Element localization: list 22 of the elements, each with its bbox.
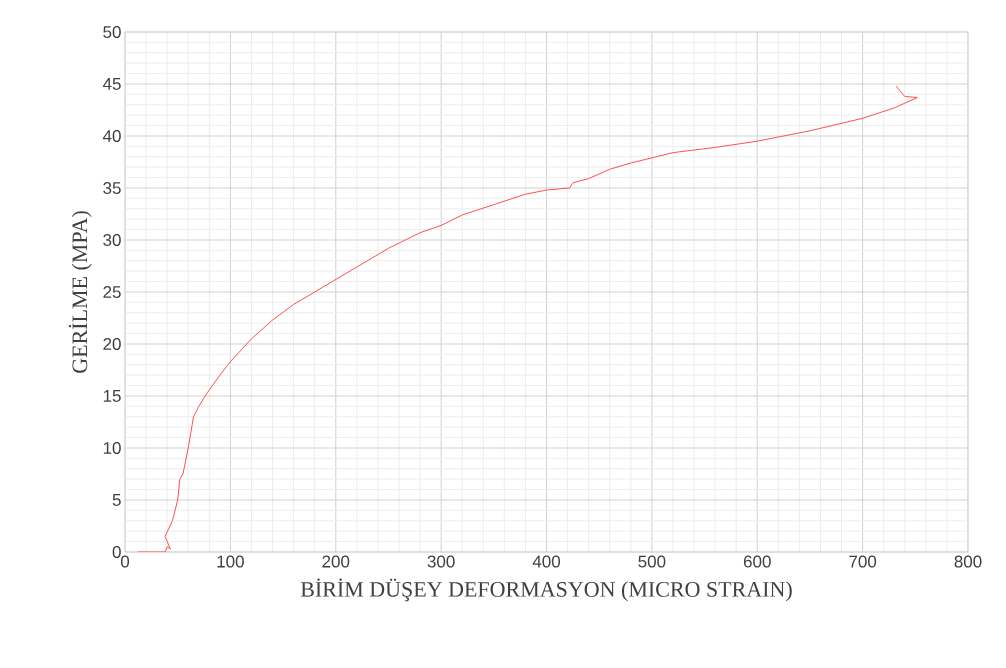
y-tick-label: 25 (103, 285, 121, 299)
x-tick-label: 200 (322, 555, 350, 568)
y-tick-label: 50 (103, 25, 121, 39)
x-tick-label: 100 (217, 555, 244, 568)
x-axis-title: BİRİM DÜŞEY DEFORMASYON (MICRO STRAIN) (300, 578, 792, 602)
y-tick-label: 0 (112, 545, 121, 559)
x-tick-label: 400 (532, 555, 561, 568)
y-tick-label: 35 (103, 181, 121, 195)
y-axis-title: GERİLME (MPA) (68, 211, 92, 373)
x-tick-label: 800 (954, 555, 982, 568)
y-tick-label: 5 (112, 494, 121, 506)
y-tick-label: 40 (102, 129, 121, 143)
x-tick-label: 300 (427, 555, 455, 568)
x-tick-label: 500 (638, 555, 666, 568)
x-tick-label: 700 (849, 555, 877, 568)
x-tick-label: 600 (743, 555, 771, 568)
y-tick-label: 30 (103, 233, 121, 247)
y-tick-label: 20 (103, 337, 121, 351)
y-tick-label: 15 (103, 390, 121, 402)
y-tick-label: 45 (102, 78, 121, 90)
x-tick-label: 0 (120, 555, 130, 568)
y-tick-label: 10 (103, 441, 121, 455)
